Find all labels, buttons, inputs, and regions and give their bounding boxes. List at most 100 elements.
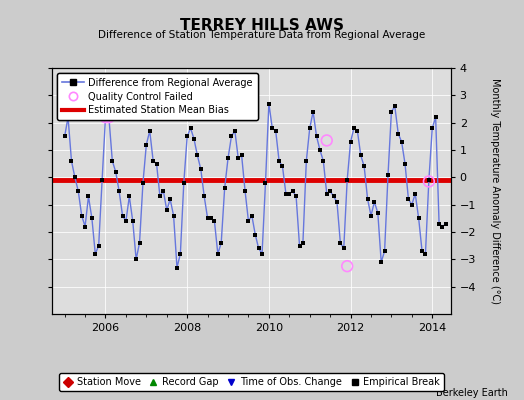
- Point: [357, 152, 365, 159]
- Point: [115, 188, 123, 194]
- Point: [326, 188, 334, 194]
- Point: [367, 212, 375, 219]
- Point: [438, 223, 446, 230]
- Point: [289, 188, 297, 194]
- Point: [64, 114, 72, 120]
- Point: [353, 128, 362, 134]
- Point: [377, 259, 385, 265]
- Y-axis label: Monthly Temperature Anomaly Difference (°C): Monthly Temperature Anomaly Difference (…: [490, 78, 500, 304]
- Point: [101, 114, 110, 120]
- Point: [241, 188, 249, 194]
- Point: [309, 108, 318, 115]
- Point: [384, 171, 392, 178]
- Point: [411, 190, 419, 197]
- Point: [221, 185, 229, 192]
- Point: [132, 256, 140, 262]
- Point: [282, 190, 290, 197]
- Legend: Difference from Regional Average, Quality Control Failed, Estimated Station Mean: Difference from Regional Average, Qualit…: [57, 73, 258, 120]
- Point: [108, 158, 116, 164]
- Point: [152, 160, 161, 167]
- Point: [435, 220, 443, 227]
- Point: [255, 245, 263, 252]
- Point: [234, 155, 243, 161]
- Point: [340, 245, 348, 252]
- Point: [330, 193, 338, 200]
- Point: [71, 174, 79, 180]
- Point: [312, 133, 321, 140]
- Point: [261, 180, 270, 186]
- Point: [105, 114, 113, 120]
- Point: [296, 242, 304, 249]
- Point: [94, 242, 103, 249]
- Point: [135, 240, 144, 246]
- Point: [397, 138, 406, 145]
- Point: [91, 251, 100, 257]
- Point: [271, 128, 280, 134]
- Point: [105, 114, 113, 120]
- Point: [227, 133, 236, 140]
- Point: [166, 196, 174, 202]
- Point: [196, 166, 205, 172]
- Point: [183, 133, 191, 140]
- Point: [316, 147, 324, 153]
- Text: Difference of Station Temperature Data from Regional Average: Difference of Station Temperature Data f…: [99, 30, 425, 40]
- Point: [224, 155, 232, 161]
- Point: [162, 207, 171, 213]
- Point: [210, 218, 219, 224]
- Point: [299, 240, 307, 246]
- Point: [319, 158, 328, 164]
- Point: [244, 218, 253, 224]
- Point: [302, 158, 311, 164]
- Point: [217, 240, 225, 246]
- Point: [203, 215, 212, 222]
- Point: [149, 158, 157, 164]
- Point: [200, 193, 209, 200]
- Point: [292, 193, 300, 200]
- Point: [424, 177, 433, 183]
- Point: [156, 193, 164, 200]
- Point: [350, 125, 358, 131]
- Point: [128, 218, 137, 224]
- Point: [431, 114, 440, 120]
- Point: [142, 141, 150, 148]
- Point: [159, 188, 168, 194]
- Legend: Station Move, Record Gap, Time of Obs. Change, Empirical Break: Station Move, Record Gap, Time of Obs. C…: [59, 373, 444, 391]
- Text: Berkeley Earth: Berkeley Earth: [436, 388, 508, 398]
- Point: [360, 163, 368, 170]
- Point: [333, 199, 341, 205]
- Point: [408, 202, 416, 208]
- Point: [118, 212, 127, 219]
- Point: [343, 263, 352, 269]
- Point: [88, 215, 96, 222]
- Point: [364, 196, 372, 202]
- Point: [214, 251, 222, 257]
- Point: [404, 196, 412, 202]
- Point: [190, 136, 198, 142]
- Point: [231, 128, 239, 134]
- Point: [370, 199, 378, 205]
- Point: [323, 190, 331, 197]
- Point: [414, 215, 423, 222]
- Point: [387, 108, 396, 115]
- Text: TERREY HILLS AWS: TERREY HILLS AWS: [180, 18, 344, 33]
- Point: [285, 190, 293, 197]
- Point: [78, 212, 86, 219]
- Point: [60, 133, 69, 140]
- Point: [112, 169, 120, 175]
- Point: [380, 248, 389, 254]
- Point: [101, 114, 110, 120]
- Point: [173, 264, 181, 271]
- Point: [305, 125, 314, 131]
- Point: [278, 163, 287, 170]
- Point: [265, 100, 273, 107]
- Point: [428, 125, 436, 131]
- Point: [207, 215, 215, 222]
- Point: [251, 232, 259, 238]
- Point: [374, 210, 382, 216]
- Point: [67, 158, 75, 164]
- Point: [193, 152, 202, 159]
- Point: [81, 223, 89, 230]
- Point: [442, 220, 450, 227]
- Point: [84, 193, 93, 200]
- Point: [336, 240, 345, 246]
